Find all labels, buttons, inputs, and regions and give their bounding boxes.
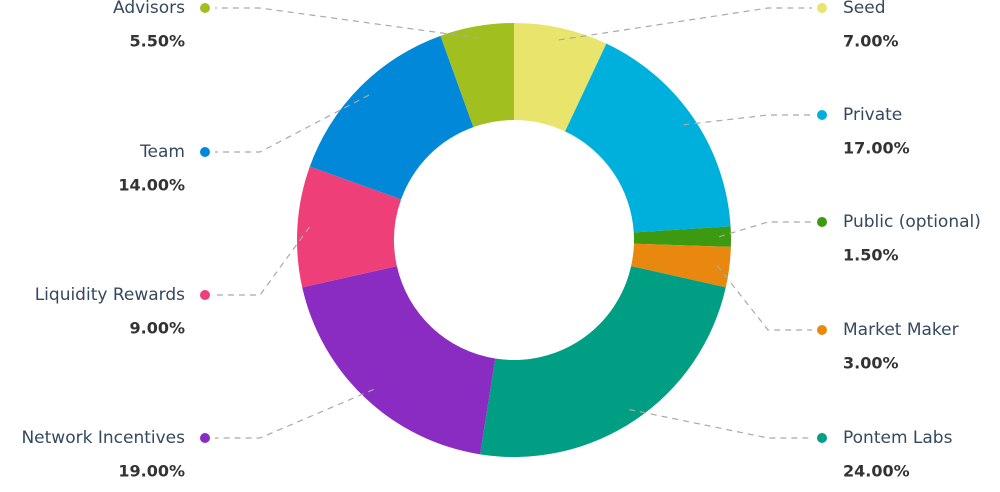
category-label: Seed: [843, 0, 886, 18]
value-label: 3.00%: [843, 354, 899, 373]
value-label: 1.50%: [843, 246, 899, 265]
legend-dot: [200, 147, 210, 157]
legend-dot: [817, 433, 827, 443]
leader-line: [215, 7, 479, 39]
category-label: Pontem Labs: [843, 428, 953, 448]
slice: [297, 166, 402, 288]
legend-dot: [200, 3, 210, 13]
category-label: Network Incentives: [21, 428, 185, 448]
leader-line: [215, 94, 370, 153]
category-label: Liquidity Rewards: [35, 285, 185, 305]
legend-dot: [817, 3, 827, 13]
category-label: Team: [139, 142, 185, 162]
leader-line: [215, 226, 310, 296]
slice: [302, 266, 496, 455]
leader-line: [629, 408, 812, 439]
value-label: 7.00%: [843, 32, 899, 51]
category-label: Private: [843, 105, 902, 125]
value-label: 17.00%: [843, 139, 910, 158]
slice: [440, 23, 514, 128]
value-label: 9.00%: [129, 319, 185, 338]
slice: [565, 43, 731, 233]
legend-dot: [200, 433, 210, 443]
slice: [514, 23, 607, 132]
leader-line: [718, 221, 812, 238]
legend-dot: [817, 110, 827, 120]
category-label: Market Maker: [843, 320, 959, 340]
legend-dot: [817, 325, 827, 335]
legend-dot: [817, 217, 827, 227]
leader-line: [215, 388, 374, 439]
leader-line: [716, 265, 812, 331]
leader-line: [558, 7, 812, 41]
value-label: 14.00%: [118, 176, 185, 195]
category-label: Advisors: [113, 0, 185, 18]
leader-line: [683, 114, 812, 126]
value-label: 24.00%: [843, 462, 910, 481]
value-label: 19.00%: [118, 462, 185, 481]
slice: [309, 35, 474, 200]
slice: [480, 266, 726, 457]
value-label: 5.50%: [129, 32, 185, 51]
legend-dot: [200, 290, 210, 300]
slice: [631, 243, 731, 288]
slice: [633, 226, 731, 247]
category-label: Public (optional): [843, 212, 981, 232]
